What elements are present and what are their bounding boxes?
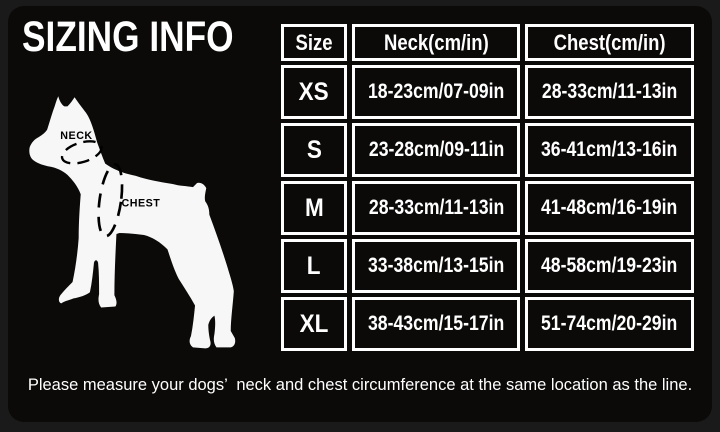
neck-cell: 33-38cm/13-15in xyxy=(352,239,521,293)
page-title: SIZING INFO xyxy=(22,13,234,61)
neck-measurement-ellipse xyxy=(60,140,103,165)
measurement-instruction-caption: Please measure your dogs’ neck and chest… xyxy=(27,376,693,394)
size-cell: S xyxy=(281,123,347,177)
size-table-header-row: Size Neck(cm/in) Chest(cm/in) xyxy=(281,24,694,61)
size-cell: L xyxy=(281,239,347,293)
table-row-xl: XL 38-43cm/15-17in 51-74cm/20-29in xyxy=(281,297,694,351)
neck-label: NECK xyxy=(60,130,92,142)
neck-cell: 23-28cm/09-11in xyxy=(352,123,521,177)
chest-measurement-ellipse xyxy=(97,163,124,238)
table-row-s: S 23-28cm/09-11in 36-41cm/13-16in xyxy=(281,123,694,177)
chest-cell: 28-33cm/11-13in xyxy=(525,65,694,119)
chest-cell: 51-74cm/20-29in xyxy=(525,297,694,351)
chest-label: CHEST xyxy=(122,197,161,209)
chest-cell: 36-41cm/13-16in xyxy=(525,123,694,177)
header-cell-chest: Chest(cm/in) xyxy=(525,24,694,61)
header-cell-size: Size xyxy=(281,24,347,61)
size-table: Size Neck(cm/in) Chest(cm/in) XS 18-23cm… xyxy=(276,20,699,355)
dog-measurement-diagram: NECK CHEST xyxy=(29,96,236,349)
header-cell-neck: Neck(cm/in) xyxy=(352,24,521,61)
neck-cell: 38-43cm/15-17in xyxy=(352,297,521,351)
chest-cell: 48-58cm/19-23in xyxy=(525,239,694,293)
table-row-m: M 28-33cm/11-13in 41-48cm/16-19in xyxy=(281,181,694,235)
size-cell: XS xyxy=(281,65,347,119)
neck-cell: 28-33cm/11-13in xyxy=(352,181,521,235)
table-row-xs: XS 18-23cm/07-09in 28-33cm/11-13in xyxy=(281,65,694,119)
neck-cell: 18-23cm/07-09in xyxy=(352,65,521,119)
dog-silhouette xyxy=(29,96,236,349)
size-cell: XL xyxy=(281,297,347,351)
chest-cell: 41-48cm/16-19in xyxy=(525,181,694,235)
table-row-l: L 33-38cm/13-15in 48-58cm/19-23in xyxy=(281,239,694,293)
info-panel: SIZING INFO NECK CHEST Size Neck(cm/in) … xyxy=(8,6,712,422)
size-cell: M xyxy=(281,181,347,235)
